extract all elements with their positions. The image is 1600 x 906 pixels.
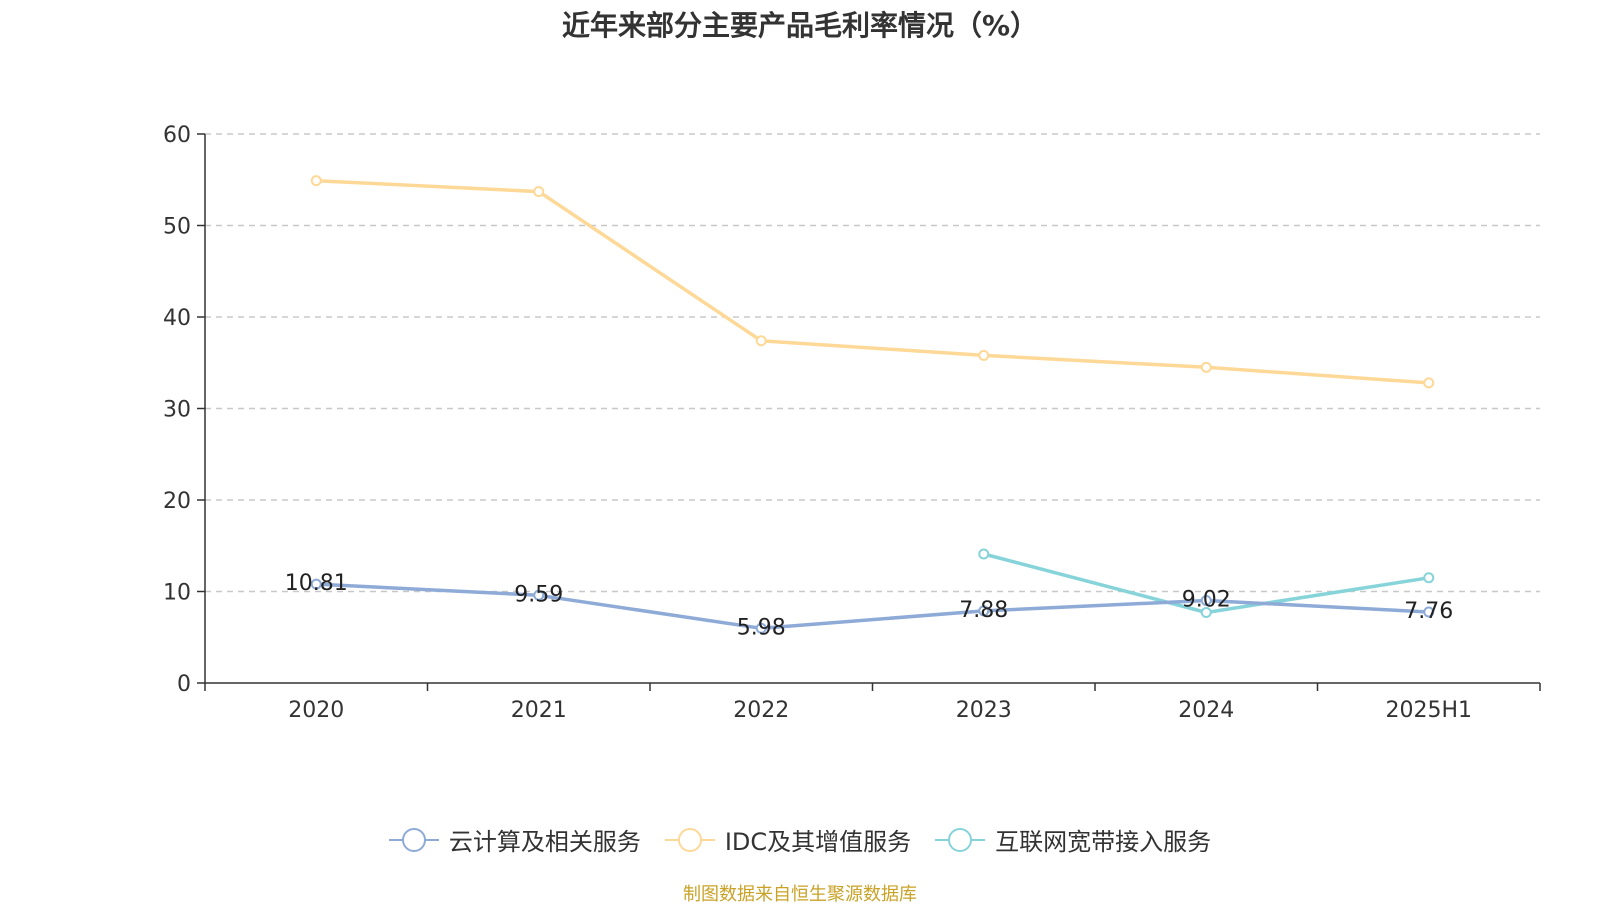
series-line bbox=[314, 178, 1431, 385]
chart-legend: 云计算及相关服务 IDC及其增值服务 互联网宽带接入服务 bbox=[0, 822, 1600, 857]
legend-marker-idc bbox=[677, 827, 702, 852]
y-tick-label: 30 bbox=[163, 398, 191, 423]
legend-label-idc: IDC及其增值服务 bbox=[724, 828, 912, 856]
data-label: 5.98 bbox=[737, 615, 786, 640]
data-point bbox=[1200, 607, 1212, 619]
series-2 bbox=[978, 548, 1435, 619]
y-tick-label: 50 bbox=[163, 215, 191, 240]
series-1 bbox=[310, 175, 1435, 389]
y-tick-label: 0 bbox=[177, 672, 191, 697]
data-point bbox=[755, 335, 767, 347]
data-label: 7.88 bbox=[959, 598, 1008, 623]
grid-lines bbox=[205, 133, 1540, 593]
data-point bbox=[1423, 606, 1435, 618]
data-point bbox=[1200, 361, 1212, 373]
source-note: 制图数据来自恒生聚源数据库 bbox=[683, 884, 917, 905]
data-point bbox=[310, 175, 322, 187]
data-point bbox=[1423, 572, 1435, 584]
legend-label-broadband: 互联网宽带接入服务 bbox=[995, 828, 1212, 856]
series-group: 10.81 9.59 5.98 7.88 9.02 7.76 bbox=[285, 175, 1453, 640]
legend-item-broadband[interactable]: 互联网宽带接入服务 bbox=[935, 822, 1211, 857]
data-point bbox=[533, 186, 545, 198]
line-chart: 0 10 20 30 40 50 60 2020 2021 2022 2023 2024 2025H1 1… bbox=[163, 123, 1541, 723]
x-tick-label: 2021 bbox=[511, 698, 567, 723]
legend-marker-broadband bbox=[948, 827, 973, 852]
chart-title: 近年来部分主要产品毛利率情况（%） bbox=[561, 9, 1039, 42]
y-tick-label: 60 bbox=[163, 123, 191, 148]
axes: 0 10 20 30 40 50 60 2020 2021 2022 2023 2024 2025H1 bbox=[163, 123, 1541, 723]
data-point bbox=[755, 622, 767, 634]
legend-label-cloud: 云计算及相关服务 bbox=[448, 828, 641, 856]
legend-marker-cloud bbox=[401, 827, 426, 852]
data-point bbox=[978, 605, 990, 617]
legend-item-idc[interactable]: IDC及其增值服务 bbox=[664, 822, 912, 857]
data-point bbox=[1200, 594, 1212, 606]
legend-swatch-idc bbox=[664, 827, 715, 852]
y-tick-label: 10 bbox=[163, 581, 191, 606]
x-tick-label: 2025H1 bbox=[1385, 698, 1472, 723]
series-0: 10.81 9.59 5.98 7.88 9.02 7.76 bbox=[285, 571, 1453, 640]
x-tick-label: 2023 bbox=[956, 698, 1012, 723]
data-label: 9.02 bbox=[1182, 587, 1231, 612]
data-point bbox=[533, 589, 545, 601]
data-point bbox=[978, 548, 990, 560]
legend-swatch-cloud bbox=[388, 827, 439, 852]
y-tick-label: 20 bbox=[163, 489, 191, 514]
data-point bbox=[310, 578, 322, 590]
data-label: 7.76 bbox=[1404, 599, 1453, 624]
data-point bbox=[978, 349, 990, 361]
data-label: 10.81 bbox=[285, 571, 348, 596]
data-point bbox=[1423, 377, 1435, 389]
x-tick-label: 2020 bbox=[288, 698, 344, 723]
y-tick-label: 40 bbox=[163, 306, 191, 331]
legend-item-cloud[interactable]: 云计算及相关服务 bbox=[388, 822, 641, 857]
x-tick-label: 2022 bbox=[733, 698, 789, 723]
x-tick-label: 2024 bbox=[1178, 698, 1234, 723]
legend-swatch-broadband bbox=[935, 827, 986, 852]
data-label: 9.59 bbox=[514, 582, 563, 607]
series-line bbox=[314, 582, 1431, 631]
